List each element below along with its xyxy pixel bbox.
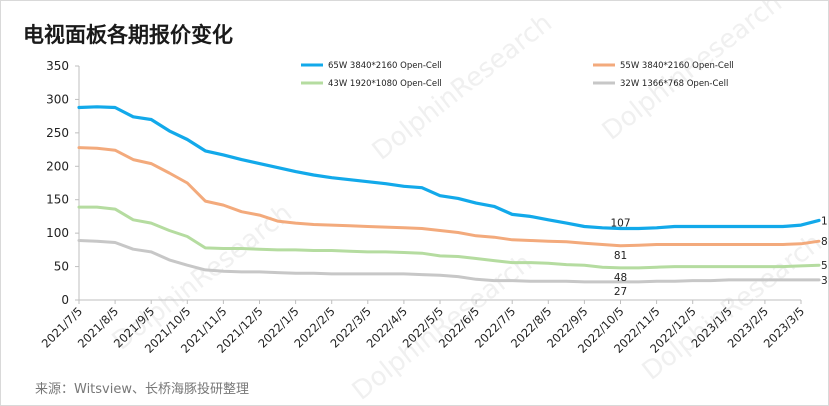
series-layer <box>77 105 821 284</box>
series-line-1 <box>77 105 821 231</box>
legend-label: 55W 3840*2160 Open-Cell <box>620 61 734 71</box>
y-axis: 0 50 100 150 200 250 300 350 <box>46 59 80 307</box>
min-value-label: 107 <box>610 217 630 229</box>
y-tick-label: 50 <box>54 260 69 274</box>
end-value-label: 120 <box>821 215 828 227</box>
watermark-text: DolphinResearch <box>597 1 788 147</box>
end-value-label: 30 <box>821 275 828 287</box>
min-value-label: 27 <box>614 286 627 298</box>
y-tick-label: 250 <box>46 126 69 140</box>
legend-label: 43W 1920*1080 Open-Cell <box>328 79 442 89</box>
watermark-text: DolphinResearch <box>347 248 538 405</box>
y-tick-label: 300 <box>46 92 69 106</box>
data-labels: 120 107 88 81 52 48 30 27 <box>610 215 828 298</box>
min-value-label: 81 <box>614 250 627 262</box>
min-value-label: 48 <box>614 272 627 284</box>
series-line-2 <box>77 146 821 248</box>
source-note: 来源：Witsview、长桥海豚投研整理 <box>35 381 249 397</box>
y-tick-label: 0 <box>61 293 69 307</box>
legend-label: 32W 1366*768 Open-Cell <box>620 79 728 89</box>
legend-label: 65W 3840*2160 Open-Cell <box>328 61 442 71</box>
series-line-4 <box>77 239 821 284</box>
y-tick-label: 150 <box>46 193 69 207</box>
y-tick-label: 100 <box>46 226 69 240</box>
end-value-label: 88 <box>821 236 828 248</box>
end-value-label: 52 <box>821 260 828 272</box>
chart-title: 电视面板各期报价变化 <box>23 23 233 47</box>
series-line-3 <box>77 205 821 270</box>
y-tick-label: 200 <box>46 159 69 173</box>
legend: 65W 3840*2160 Open-Cell 55W 3840*2160 Ope… <box>301 61 734 89</box>
y-tick-label: 350 <box>46 59 69 73</box>
